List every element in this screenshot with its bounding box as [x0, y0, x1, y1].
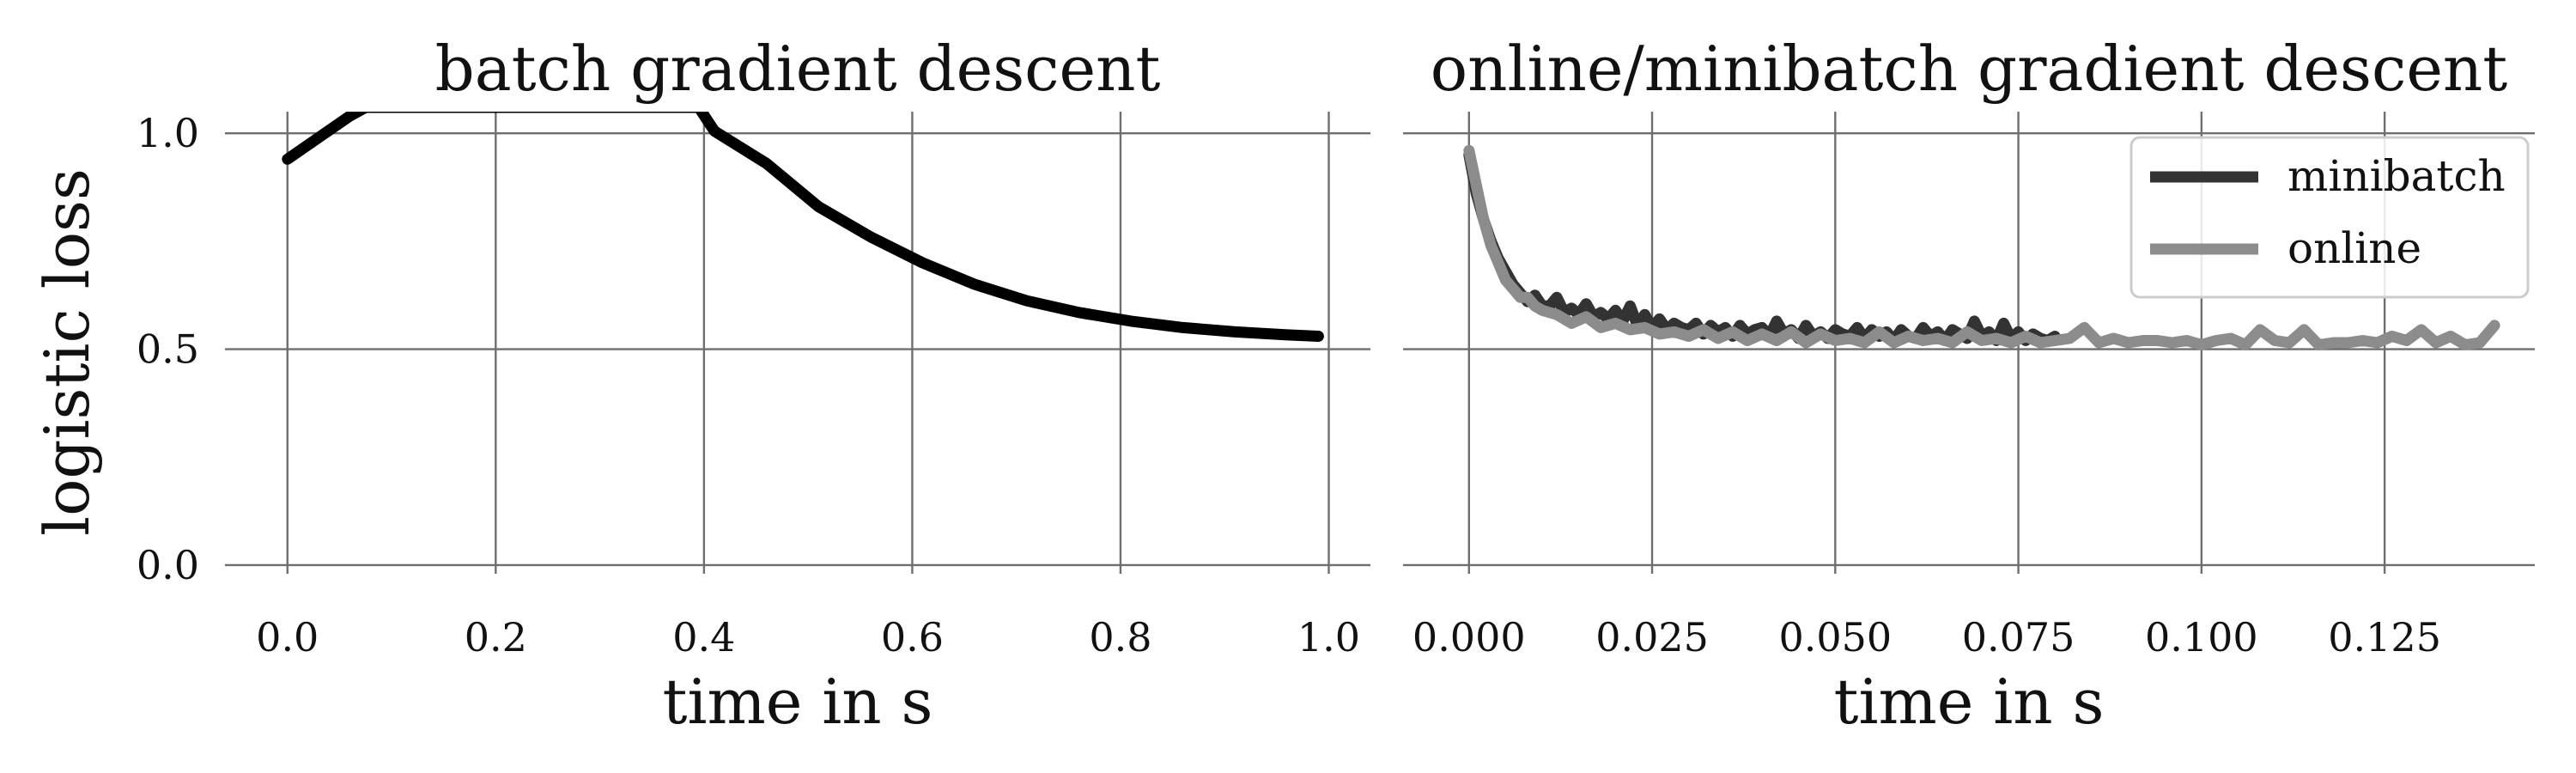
series-group — [1463, 144, 2500, 350]
chart-title: batch gradient descent — [435, 33, 1161, 105]
series-group — [282, 112, 1324, 342]
x-tick-label: 0.000 — [1413, 614, 1526, 660]
x-tick-label: 0.100 — [2145, 614, 2258, 660]
x-tick-label: 0.6 — [881, 614, 944, 660]
x-tick-label: 0.2 — [465, 614, 527, 660]
y-tick-label: 0.0 — [137, 542, 199, 588]
x-tick-label: 0.125 — [2328, 614, 2441, 660]
series-line-online — [1463, 144, 2500, 350]
y-tick-label: 0.5 — [137, 326, 199, 373]
x-tick-label: 0.0 — [256, 614, 319, 660]
online-minibatch-panel: 0.000 0.025 0.050 0.075 0.100 0.125 online/min… — [1403, 33, 2535, 738]
legend: minibatch online — [2129, 136, 2530, 299]
x-axis-label: time in s — [663, 666, 933, 738]
x-tick-label: 0.025 — [1595, 614, 1709, 660]
series-line-series-0 — [282, 112, 1324, 342]
y-tick-label: 1.0 — [137, 110, 199, 156]
x-tick-label: 0.8 — [1089, 614, 1151, 660]
x-tick-label: 1.0 — [1297, 614, 1360, 660]
chart-title: online/minibatch gradient descent — [1431, 33, 2508, 105]
legend-label-online: online — [2287, 223, 2421, 273]
x-axis-label: time in s — [1834, 666, 2105, 738]
y-axis-label: logistic loss — [31, 168, 103, 536]
batch-gd-panel: 0.0 0.2 0.4 0.6 0.8 1.0 0.0 0.5 1.0 batch gradien… — [137, 33, 1370, 738]
x-tick-label: 0.075 — [1962, 614, 2075, 660]
legend-label-minibatch: minibatch — [2287, 151, 2506, 201]
x-tick-label: 0.050 — [1778, 614, 1892, 660]
x-tick-label: 0.4 — [672, 614, 735, 660]
